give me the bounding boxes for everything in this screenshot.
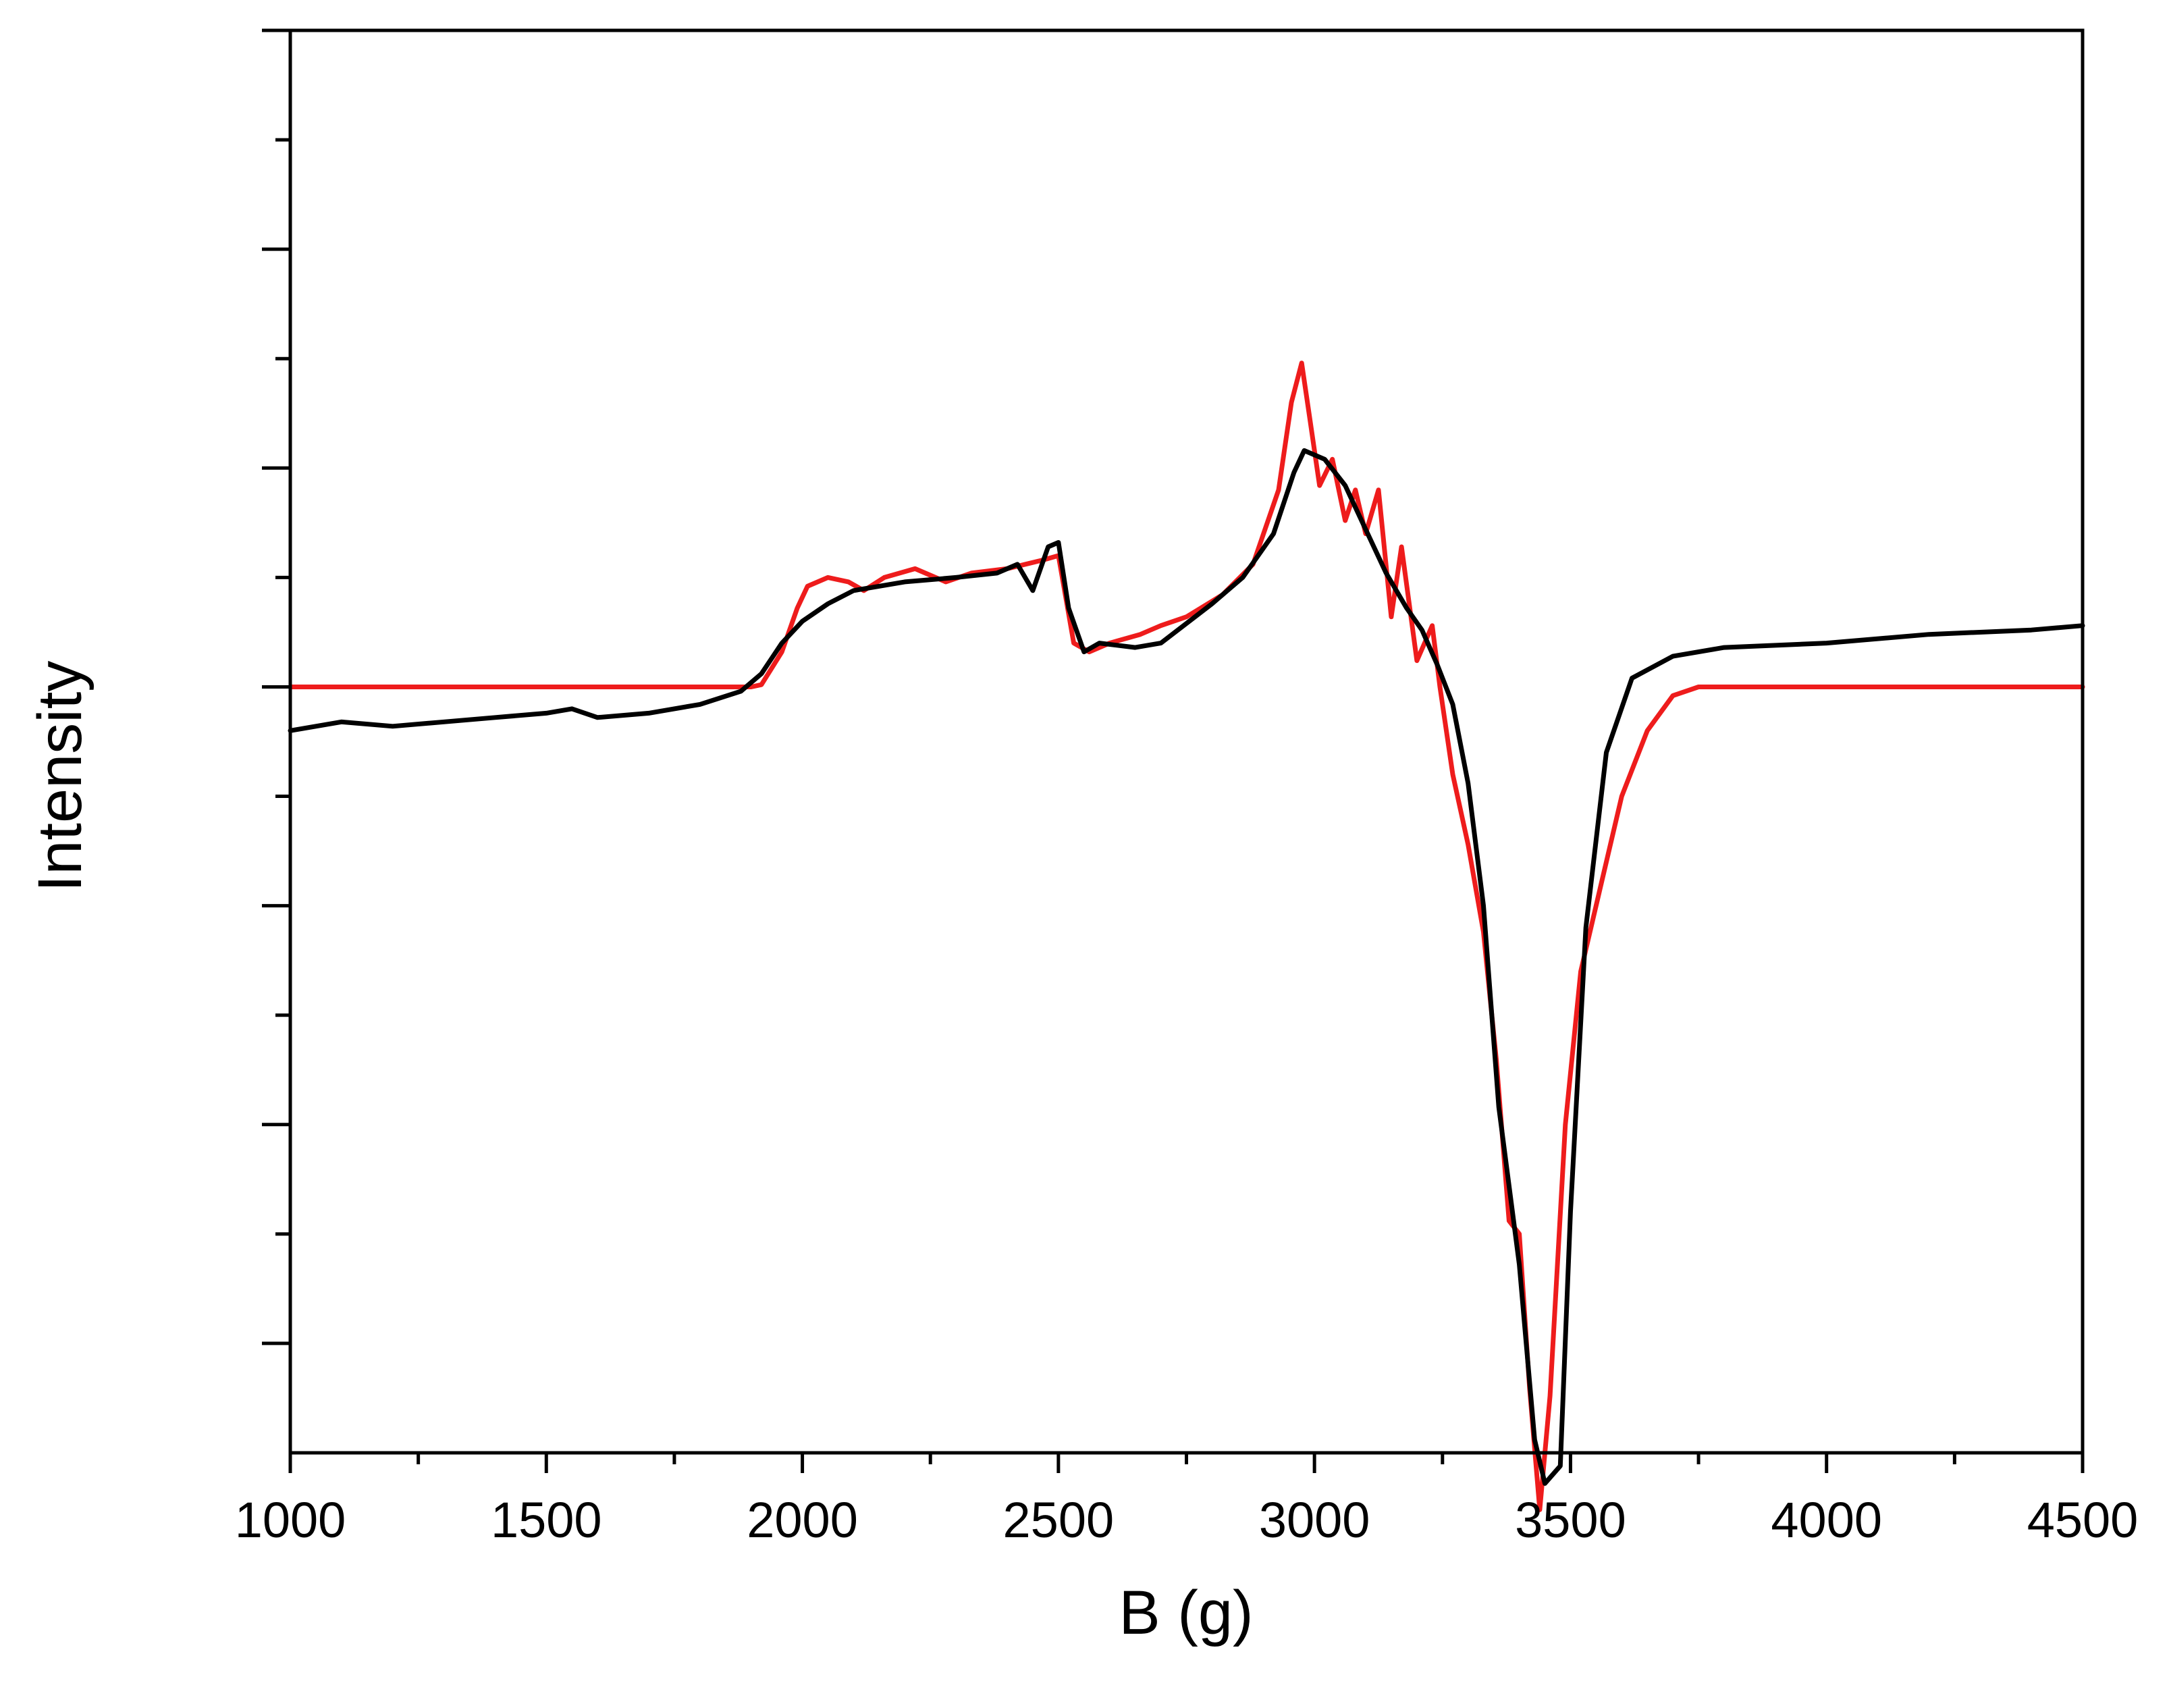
plot-frame	[288, 28, 2085, 1455]
x-tick-label: 3000	[1259, 1492, 1370, 1548]
x-tick-label: 2500	[1003, 1492, 1115, 1548]
series-layer	[288, 361, 2085, 1512]
x-tick-label: 3500	[1515, 1492, 1626, 1548]
series-line	[288, 361, 2085, 1512]
y-axis-title: Intensity	[26, 661, 95, 892]
ticks-layer: 1000 1500 2000 2500 3000 3500 4000 4500	[235, 28, 2139, 1548]
series-line	[288, 448, 2085, 1486]
x-tick-label: 1500	[491, 1492, 602, 1548]
x-tick-label: 4000	[1771, 1492, 1882, 1548]
x-tick-label: 1000	[235, 1492, 346, 1548]
x-axis-title: B (g)	[1119, 1578, 1253, 1647]
x-tick-label: 4500	[2027, 1492, 2139, 1548]
x-tick-label: 2000	[747, 1492, 858, 1548]
